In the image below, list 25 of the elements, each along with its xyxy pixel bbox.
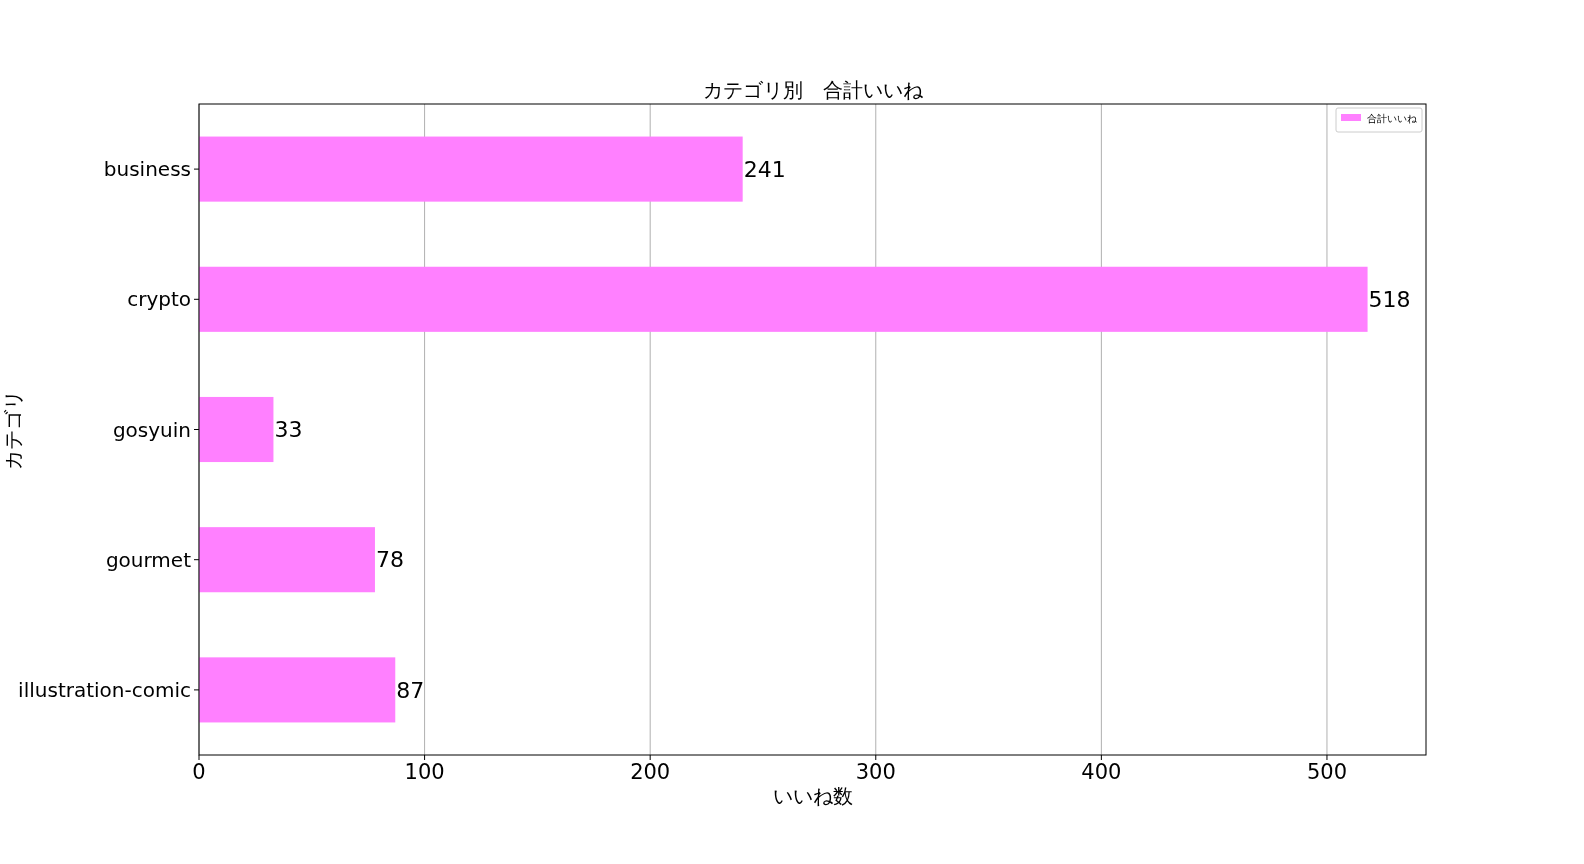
data-label: 241 [743, 156, 786, 182]
y-tick-label: business [103, 157, 191, 182]
data-label: 78 [375, 547, 404, 573]
x-axis-title: いいね数 [772, 784, 853, 808]
bar [199, 266, 1368, 332]
legend-label: 合計いいね [1367, 112, 1418, 124]
x-tick-label: 300 [855, 760, 896, 784]
y-axis-title: カテゴリ [1, 389, 25, 470]
chart-title: カテゴリ別 合計いいね [702, 78, 924, 102]
x-tick-label: 200 [630, 760, 671, 784]
y-tick-label: gourmet [105, 547, 192, 572]
data-label: 518 [1368, 287, 1411, 312]
x-tick-label: 0 [192, 760, 206, 784]
x-tick-label: 500 [1306, 760, 1348, 784]
bar [199, 527, 375, 593]
data-label: 33 [274, 417, 303, 443]
bar [199, 396, 274, 463]
bar [199, 657, 396, 723]
x-tick-label: 400 [1081, 760, 1122, 784]
y-tick-label: illustration-comic [18, 677, 191, 702]
x-tick-label: 100 [404, 760, 445, 784]
data-label: 87 [396, 677, 425, 703]
y-tick-label: gosyuin [112, 417, 191, 442]
bar [199, 136, 743, 202]
y-tick-label: crypto [127, 287, 191, 312]
